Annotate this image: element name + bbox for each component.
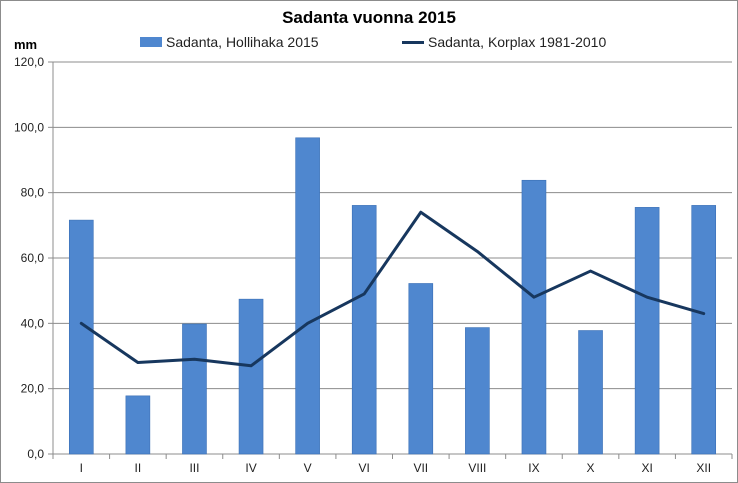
y-axis-unit-label: mm — [14, 37, 38, 52]
bar-XII — [691, 205, 717, 455]
x-tick-label: III — [189, 461, 199, 475]
x-tick-label: XI — [641, 461, 652, 475]
x-tick-label: IV — [245, 461, 256, 475]
x-tick-label: IX — [528, 461, 539, 475]
chart-title: Sadanta vuonna 2015 — [282, 8, 456, 27]
bar-VI — [351, 205, 377, 455]
x-tick-label: X — [587, 461, 595, 475]
legend-bar-swatch — [140, 37, 162, 47]
x-tick-label: VI — [359, 461, 370, 475]
legend-label-bar-series: Sadanta, Hollihaka 2015 — [166, 34, 319, 50]
bar-IX — [521, 179, 547, 455]
bar-VII — [408, 283, 434, 455]
x-tick-label: II — [135, 461, 142, 475]
bar-XI — [634, 207, 660, 455]
bar-III — [182, 323, 207, 455]
legend-label-line-series: Sadanta, Korplax 1981-2010 — [428, 34, 607, 50]
chart-legend: Sadanta, Hollihaka 2015 Sadanta, Korplax… — [0, 34, 738, 52]
x-tick-label: I — [80, 461, 83, 475]
legend-item-line-series: Sadanta, Korplax 1981-2010 — [402, 34, 606, 50]
x-tick-label: XII — [696, 461, 711, 475]
bar-X — [578, 330, 603, 455]
x-tick-label: VII — [413, 461, 428, 475]
y-tick-label: 0,0 — [27, 447, 44, 461]
bar-II — [125, 395, 151, 455]
y-tick-label: 40,0 — [21, 316, 45, 330]
bar-V — [295, 137, 320, 455]
legend-line-swatch — [402, 40, 424, 44]
bar-I — [68, 219, 94, 455]
y-tick-label: 120,0 — [14, 55, 44, 69]
legend-item-bar-series: Sadanta, Hollihaka 2015 — [140, 34, 319, 50]
x-tick-label: VIII — [468, 461, 486, 475]
y-tick-label: 60,0 — [21, 251, 45, 265]
bar-IV — [238, 298, 264, 455]
line-series-korplax — [79, 210, 706, 368]
y-tick-label: 100,0 — [14, 120, 44, 134]
bar-VIII — [465, 327, 490, 455]
x-tick-label: V — [304, 461, 312, 475]
y-tick-label: 20,0 — [21, 382, 45, 396]
y-tick-label: 80,0 — [21, 186, 45, 200]
